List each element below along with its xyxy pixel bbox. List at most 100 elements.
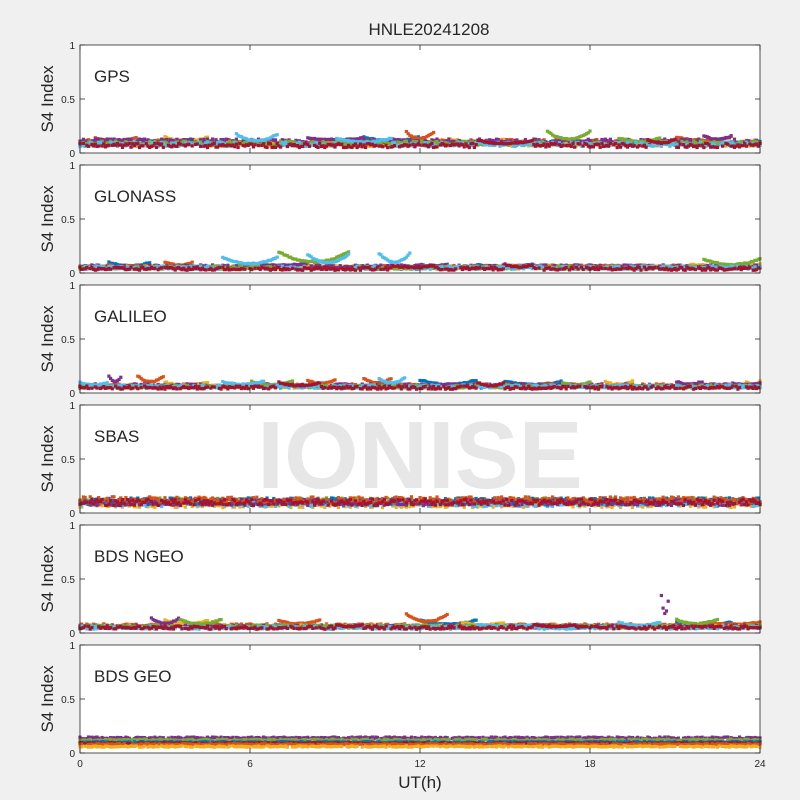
data-point <box>137 141 142 145</box>
data-point <box>333 137 337 142</box>
data-point <box>619 137 623 141</box>
data-point <box>81 143 85 148</box>
data-point <box>258 143 262 147</box>
data-point <box>166 136 170 141</box>
data-point <box>581 133 585 138</box>
data-point <box>644 145 648 149</box>
data-point <box>637 141 641 146</box>
data-point <box>103 138 108 143</box>
data-point <box>124 140 128 144</box>
data-point <box>578 142 582 146</box>
data-point <box>280 138 284 142</box>
data-point <box>505 137 509 142</box>
data-point <box>190 260 194 264</box>
data-point <box>654 137 658 141</box>
data-point <box>170 142 174 146</box>
data-point <box>559 139 563 143</box>
data-point <box>651 142 655 146</box>
data-point <box>178 139 182 143</box>
data-point <box>379 267 383 271</box>
data-point <box>695 142 699 146</box>
data-point <box>576 267 580 271</box>
data-point <box>328 137 332 142</box>
data-point <box>557 136 561 140</box>
data-point <box>717 137 721 141</box>
data-point <box>134 135 138 140</box>
data-point <box>243 267 247 271</box>
data-point <box>549 131 553 135</box>
data-point <box>523 138 527 142</box>
data-point <box>454 267 458 271</box>
data-point <box>685 140 689 144</box>
data-point <box>168 140 172 144</box>
data-point <box>245 141 249 145</box>
data-point <box>304 140 308 144</box>
data-point <box>408 143 412 147</box>
data-point <box>209 141 213 145</box>
data-point <box>107 143 111 147</box>
data-point <box>217 265 221 270</box>
data-point <box>175 140 179 144</box>
data-point <box>265 145 269 150</box>
data-point <box>268 142 272 146</box>
data-point <box>190 144 194 148</box>
data-point <box>600 137 604 142</box>
data-point <box>199 144 203 149</box>
data-point <box>702 139 706 143</box>
data-point <box>331 140 335 145</box>
data-point <box>707 135 711 140</box>
data-point <box>554 137 558 142</box>
data-point <box>705 143 709 147</box>
data-point <box>595 137 599 142</box>
data-point <box>661 138 665 142</box>
data-point <box>409 138 414 143</box>
data-point <box>165 144 169 148</box>
data-point <box>392 144 397 148</box>
data-point <box>738 140 742 144</box>
data-point <box>676 136 680 140</box>
data-point <box>301 268 305 272</box>
data-point <box>131 136 135 141</box>
data-point <box>197 141 201 145</box>
data-point <box>202 139 206 143</box>
data-point <box>464 139 468 144</box>
data-point <box>149 141 153 145</box>
data-point <box>540 265 544 269</box>
data-point <box>624 137 628 142</box>
data-point <box>97 144 101 148</box>
data-point <box>362 137 366 141</box>
data-point <box>726 135 730 140</box>
data-point <box>603 137 607 141</box>
data-point <box>97 137 101 141</box>
data-point <box>632 141 636 145</box>
data-point <box>416 137 420 141</box>
data-point <box>326 137 330 142</box>
data-point <box>666 138 670 143</box>
data-point <box>692 141 696 145</box>
data-point <box>263 140 267 144</box>
data-point <box>190 142 194 146</box>
data-point <box>704 134 708 138</box>
data-point <box>80 144 84 148</box>
data-point <box>165 135 169 139</box>
data-point <box>532 137 536 141</box>
data-point <box>571 267 575 271</box>
data-point <box>498 138 502 142</box>
data-point <box>115 144 119 149</box>
data-point <box>578 135 582 139</box>
data-point <box>398 141 402 145</box>
data-point <box>222 142 227 146</box>
data-point <box>687 138 691 142</box>
data-point <box>445 139 449 143</box>
data-point <box>90 139 94 143</box>
data-point <box>715 145 720 149</box>
data-point <box>702 134 706 138</box>
data-point <box>183 139 187 144</box>
data-point <box>122 137 126 142</box>
data-point <box>709 142 713 146</box>
data-point <box>109 137 113 141</box>
data-point <box>561 143 565 147</box>
data-point <box>476 140 480 144</box>
data-point <box>347 252 351 256</box>
data-point <box>744 144 748 148</box>
